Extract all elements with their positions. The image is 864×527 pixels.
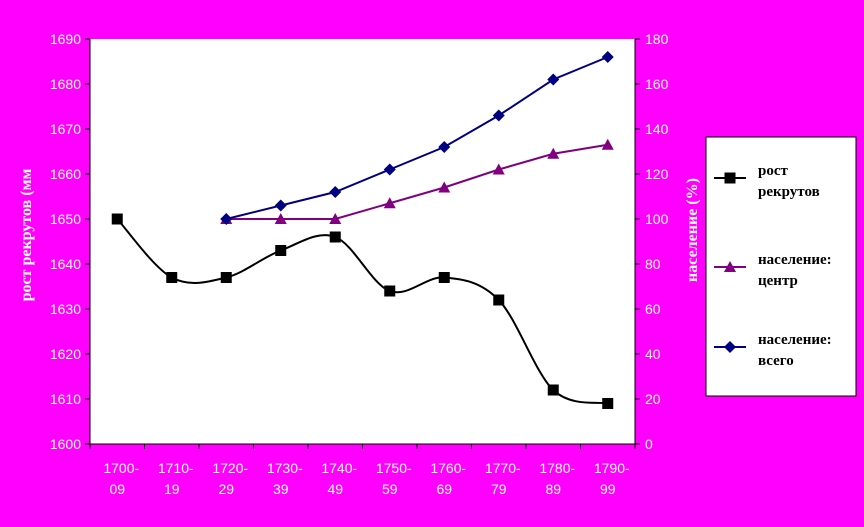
left-tick-label: 1630 (50, 301, 81, 317)
x-tick-label: 1770- (485, 460, 521, 476)
x-tick-label: 1720- (212, 460, 248, 476)
series-point (547, 73, 560, 86)
series-point (274, 199, 287, 212)
x-tick-label: 39 (273, 481, 289, 497)
series-point (601, 51, 614, 63)
series-point (601, 138, 614, 150)
series-2 (220, 138, 614, 224)
x-tick-label: 1760- (430, 460, 466, 476)
x-axis-ticks: 1700- 09 1710- 19 1720- 29 1730- 39 1740- 49 1750-… (89, 444, 636, 497)
right-tick-label: 100 (645, 211, 669, 227)
left-axis-title: рост рекрутов (мм (18, 169, 35, 302)
series-layer (111, 51, 614, 409)
series-point (438, 272, 450, 283)
legend-marker (724, 341, 736, 353)
series-point (220, 213, 233, 225)
series-point (438, 141, 451, 153)
series-point (493, 294, 505, 306)
right-tick-label: 80 (645, 256, 661, 272)
series-point (329, 186, 342, 198)
legend-label: рост (758, 163, 789, 179)
x-tick-label: 09 (109, 481, 125, 497)
right-tick-label: 0 (645, 436, 653, 452)
x-tick-label: 29 (218, 481, 234, 497)
right-tick-label: 40 (645, 346, 661, 362)
series-point (166, 272, 178, 283)
left-axis-ticks: 1600 1610 1620 1630 1640 1650 1660 1670 1680 1690 (50, 31, 90, 452)
legend-item: рост рекрутов (714, 163, 820, 200)
x-tick-label: 1710- (158, 460, 194, 476)
series-point (275, 245, 287, 256)
x-tick-label: 89 (545, 481, 561, 497)
legend-label: рекрутов (758, 184, 820, 200)
x-tick-label: 49 (327, 481, 343, 497)
series-point (274, 213, 287, 224)
left-tick-label: 1640 (50, 256, 81, 272)
left-tick-label: 1690 (50, 31, 81, 47)
x-tick-label: 79 (491, 481, 507, 497)
legend-item: население: центр (714, 252, 832, 289)
left-tick-label: 1610 (50, 391, 81, 407)
right-tick-label: 140 (645, 121, 669, 137)
series-point (602, 398, 614, 409)
right-tick-label: 180 (645, 31, 669, 47)
series-point (547, 384, 559, 396)
series-line (116, 218, 608, 405)
x-tick-label: 1750- (376, 460, 412, 476)
x-tick-label: 69 (436, 481, 452, 497)
x-tick-label: 19 (164, 481, 180, 497)
right-tick-label: 120 (645, 166, 669, 182)
left-tick-label: 1650 (50, 211, 81, 227)
series-point (383, 163, 396, 176)
legend-label: население: (758, 332, 832, 348)
left-tick-label: 1600 (50, 436, 81, 452)
x-tick-label: 59 (382, 481, 398, 497)
series-point (492, 109, 505, 122)
plot-area (90, 39, 635, 444)
right-tick-label: 160 (645, 76, 669, 92)
series-point (329, 231, 341, 243)
legend-marker (724, 172, 736, 184)
series-3 (220, 51, 614, 225)
series-point (547, 147, 560, 159)
series-point (384, 285, 396, 297)
right-tick-label: 20 (645, 391, 661, 407)
legend-item: население: всего (714, 332, 832, 369)
legend: рост рекрутов население: центр население: все… (714, 163, 832, 369)
series-point (220, 272, 232, 283)
left-tick-label: 1620 (50, 346, 81, 362)
series-point (492, 163, 505, 175)
series-point (111, 213, 123, 225)
x-tick-label: 1700- (103, 460, 139, 476)
left-tick-label: 1680 (50, 76, 81, 92)
left-tick-label: 1670 (50, 121, 81, 137)
x-tick-label: 1730- (267, 460, 303, 476)
right-tick-label: 60 (645, 301, 661, 317)
series-point (438, 181, 451, 193)
legend-marker (724, 261, 736, 272)
legend-label: всего (758, 353, 794, 369)
series-1 (111, 213, 614, 409)
left-tick-label: 1660 (50, 166, 81, 182)
right-axis-title: население (%) (684, 178, 701, 282)
legend-label: центр (758, 273, 798, 289)
series-line (226, 56, 609, 220)
right-axis-ticks: 0 20 40 60 80 100 120 140 160 180 (635, 31, 669, 452)
x-tick-label: 1790- (594, 460, 630, 476)
series-line (226, 143, 608, 220)
x-tick-label: 1740- (321, 460, 357, 476)
series-point (329, 213, 342, 224)
x-tick-label: 99 (600, 481, 616, 497)
x-tick-label: 1780- (539, 460, 575, 476)
legend-label: население: (758, 252, 832, 268)
series-point (383, 197, 396, 209)
